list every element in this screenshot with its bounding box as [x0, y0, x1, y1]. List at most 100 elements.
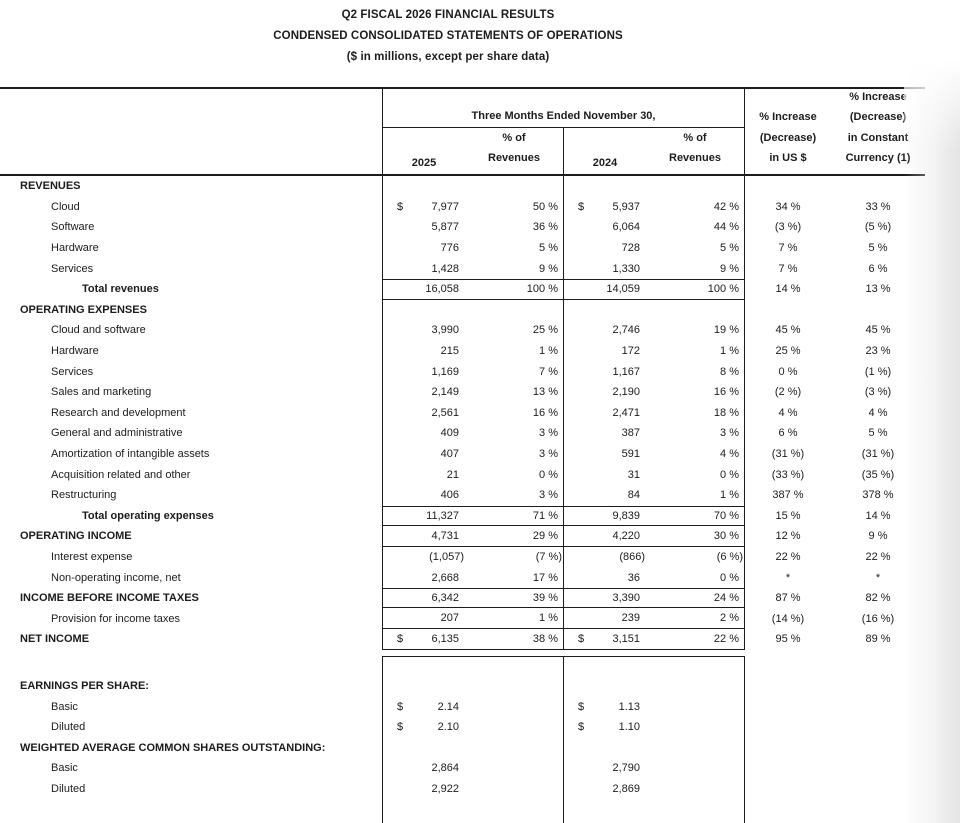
table-row: Hardware 215 1 % 172 1 % 25 % 23 %: [0, 340, 925, 362]
table-row: Research and development 2,561 16 % 2,471 18…: [0, 402, 925, 424]
period-subheaders: 2025 % of Revenues 2024 % of Revenues: [383, 127, 744, 174]
value-group-2025: 207 1 %: [382, 608, 563, 630]
amount-2025: 2,668: [431, 571, 459, 584]
amount-2025: 2,561: [431, 406, 459, 419]
row-label: Research and development: [51, 406, 186, 419]
amount-2024: 14,059: [606, 283, 640, 296]
table-row: Total operating expenses 11,327 71 % 9,839 7…: [0, 505, 925, 527]
column-group-2024: 2024 % of Revenues: [563, 127, 744, 174]
row-label: OPERATING INCOME: [20, 530, 132, 543]
pct-increase-cc-value: 6 %: [868, 262, 888, 275]
table-row: General and administrative 409 3 % 387 3 % 6 …: [0, 423, 925, 444]
pct-increase-cc-value: *: [875, 571, 881, 584]
value-group-2024: 9,839 70 %: [563, 505, 745, 527]
inc-usd-line1: % Increase: [759, 111, 817, 124]
pct-of-revenues-2025: 13 %: [532, 386, 558, 399]
pct-of-revenues-2025: 17 %: [532, 571, 558, 584]
value-group-2024: (866) (6 %): [563, 546, 745, 568]
pct-increase-usd-value: 34 %: [775, 200, 801, 213]
pct-of-label: % of: [502, 131, 526, 144]
value-group-2025: (1,057) (7 %): [382, 546, 563, 568]
pct-increase-usd-value: [745, 737, 831, 758]
value-group-2025: 5,877 36 %: [382, 217, 563, 238]
pct-increase-cc-value: (16 %): [861, 612, 895, 625]
amount-2025: (1,057): [429, 550, 464, 563]
value-group-2024: 14,059 100 %: [563, 278, 745, 300]
amount-2025: 21: [446, 468, 459, 481]
pct-increase-cc-value: [831, 300, 925, 321]
pct-of-revenues-2024: 4 %: [720, 448, 739, 461]
dollar-sign: $: [397, 700, 404, 713]
pct-increase-cc-value: 22 %: [865, 550, 891, 563]
row-label: Total operating expenses: [82, 509, 214, 522]
table-row: Software 5,877 36 % 6,064 44 % (3 %) (5 %): [0, 217, 925, 238]
amount-2024: 1,167: [612, 365, 640, 378]
table-row: Total revenues 16,058 100 % 14,059 100 % 14 %…: [0, 278, 925, 300]
pct-of-revenues-2024: 100 %: [707, 283, 739, 296]
row-label: Interest expense: [51, 550, 133, 563]
value-group-2024: 1,330 9 %: [563, 258, 745, 279]
dollar-sign: $: [578, 200, 585, 213]
row-label: Total revenues: [82, 283, 159, 296]
row-label: Basic: [51, 762, 78, 775]
pct-increase-usd-value: 6 %: [778, 427, 798, 440]
pct-increase-usd-value: *: [785, 571, 791, 584]
value-group-2024: [563, 737, 745, 759]
pct-increase-usd-value: 87 %: [775, 592, 801, 605]
pct-increase-usd-value: [745, 300, 831, 321]
amount-2025: 1,169: [431, 365, 459, 378]
value-group-2024: [563, 655, 745, 676]
value-group-2025: 776 5 %: [382, 237, 563, 259]
table-row: Interest expense (1,057) (7 %) (866) (6 %) 22…: [0, 546, 925, 568]
value-group-2024: $3,151 22 %: [563, 629, 745, 650]
pct-increase-cc-value: 4 %: [868, 406, 888, 419]
amount-2024: 239: [621, 612, 640, 625]
pct-of-revenues-2024: 44 %: [713, 221, 739, 234]
value-group-2024: [563, 675, 745, 697]
pct-increase-constant-currency-header: % Increase (Decrease) in Constant Curren…: [831, 89, 925, 174]
table-row: WEIGHTED AVERAGE COMMON SHARES OUTSTANDI…: [0, 737, 925, 759]
row-label: Acquisition related and other: [51, 468, 191, 481]
pct-increase-usd-value: [745, 656, 831, 676]
amount-2025: 409: [440, 427, 459, 440]
pct-of-revenues-2024: 24 %: [713, 592, 739, 605]
amount-2024: 591: [621, 448, 640, 461]
pct-increase-usd-value: [745, 176, 831, 197]
amount-2024: 2,746: [612, 324, 640, 337]
pct-increase-cc-value: (3 %): [864, 386, 892, 399]
pct-of-revenues-2025: 16 %: [532, 406, 558, 419]
row-label: Services: [51, 262, 94, 275]
pct-increase-usd-value: (14 %): [771, 612, 805, 625]
value-group-2025: 2,668 17 %: [382, 567, 563, 588]
amount-2024: 5,937: [612, 200, 640, 213]
row-label: NET INCOME: [20, 633, 90, 646]
value-group-2025: 407 3 %: [382, 443, 563, 465]
value-group-2024: 591 4 %: [563, 443, 745, 465]
pct-increase-cc-value: [831, 737, 925, 758]
pct-increase-cc-value: 5 %: [868, 427, 888, 440]
value-group-2025: 3,990 25 %: [382, 320, 563, 341]
value-group-2024: [563, 176, 745, 197]
pct-of-revenues-2024: 1 %: [720, 345, 739, 358]
pct-of-revenues-2024: 70 %: [713, 509, 739, 522]
table-row: Basic 2,864 2,790: [0, 758, 925, 779]
value-group-2025: 21 0 %: [382, 464, 563, 485]
table-row: Cloud and software 3,990 25 % 2,746 19 % 45 %…: [0, 320, 925, 341]
value-group-2024: 4,220 30 %: [563, 526, 745, 547]
pct-of-revenues-2025: 36 %: [532, 221, 558, 234]
value-group-2025: [382, 299, 563, 321]
inc-cc-line3: in Constant: [847, 131, 909, 144]
table-spacer: [0, 655, 925, 676]
amount-2024: 387: [621, 427, 640, 440]
row-label: Cloud: [51, 200, 80, 213]
amount-2024: 2,790: [612, 762, 640, 775]
revenues-label: Revenues: [488, 152, 540, 165]
value-group-2024: 6,064 44 %: [563, 217, 745, 238]
table-row: Services 1,169 7 % 1,167 8 % 0 % (1 %): [0, 361, 925, 382]
pct-of-revenues-2024: (6 %): [716, 550, 743, 563]
row-label: Provision for income taxes: [51, 612, 180, 625]
dollar-sign: $: [578, 700, 585, 713]
pct-increase-cc-value: 82 %: [865, 592, 891, 605]
amount-2025: 207: [440, 612, 459, 625]
pct-of-revenues-2024: 0 %: [720, 571, 739, 584]
